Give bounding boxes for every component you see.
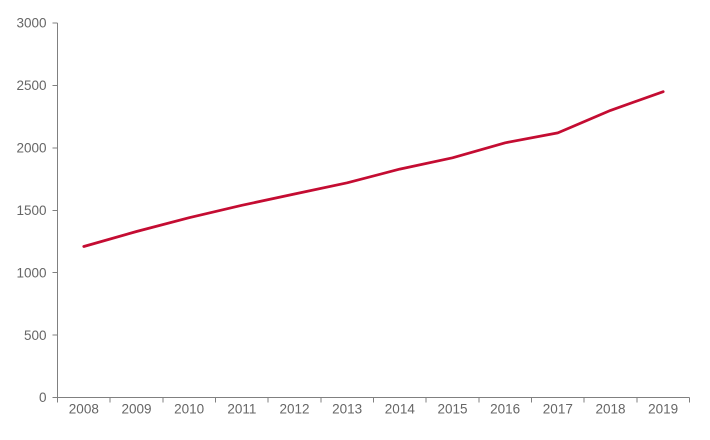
x-tick-label: 2008 — [69, 402, 99, 417]
x-tick-label: 2013 — [332, 402, 362, 417]
x-tick-label: 2009 — [121, 402, 151, 417]
x-tick-label: 2016 — [490, 402, 520, 417]
y-tick-label: 500 — [24, 328, 47, 343]
x-tick-label: 2012 — [279, 402, 309, 417]
y-tick-label: 3000 — [16, 16, 46, 31]
x-tick-label: 2018 — [595, 402, 625, 417]
y-tick-label: 1500 — [16, 203, 46, 218]
x-tick-label: 2014 — [385, 402, 416, 417]
y-tick-label: 1000 — [16, 265, 46, 280]
x-tick-label: 2011 — [227, 402, 256, 417]
y-tick-label: 0 — [39, 390, 47, 405]
x-tick-label: 2019 — [648, 402, 678, 417]
x-tick-label: 2017 — [543, 402, 573, 417]
x-tick-label: 2015 — [437, 402, 467, 417]
data-series-line — [82, 90, 665, 248]
y-tick-label: 2000 — [16, 141, 46, 156]
y-tick-label: 2500 — [16, 78, 46, 93]
x-tick-label: 2010 — [174, 402, 204, 417]
